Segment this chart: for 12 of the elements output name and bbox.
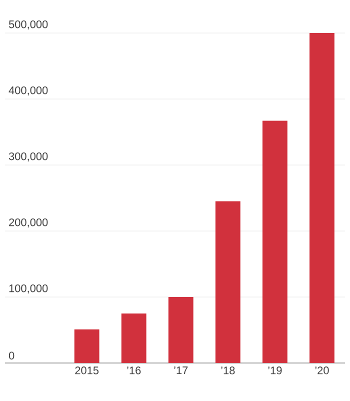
x-tick-label: ’17	[174, 366, 188, 374]
x-tick-label: 2015	[75, 366, 99, 374]
x-tick-label: ’20	[315, 366, 329, 374]
y-tick-label: 300,000	[8, 152, 48, 162]
y-tick-label: 400,000	[8, 86, 48, 96]
y-tick-label: 200,000	[9, 218, 48, 228]
y-tick-label: 100,000	[9, 284, 48, 294]
x-tick-label: ’19	[268, 366, 282, 374]
y-tick-label: 0	[8, 352, 14, 360]
x-tick-label: ’18	[221, 366, 235, 374]
y-tick-label: 500,000	[8, 20, 48, 30]
x-tick-label: ’16	[127, 366, 141, 374]
